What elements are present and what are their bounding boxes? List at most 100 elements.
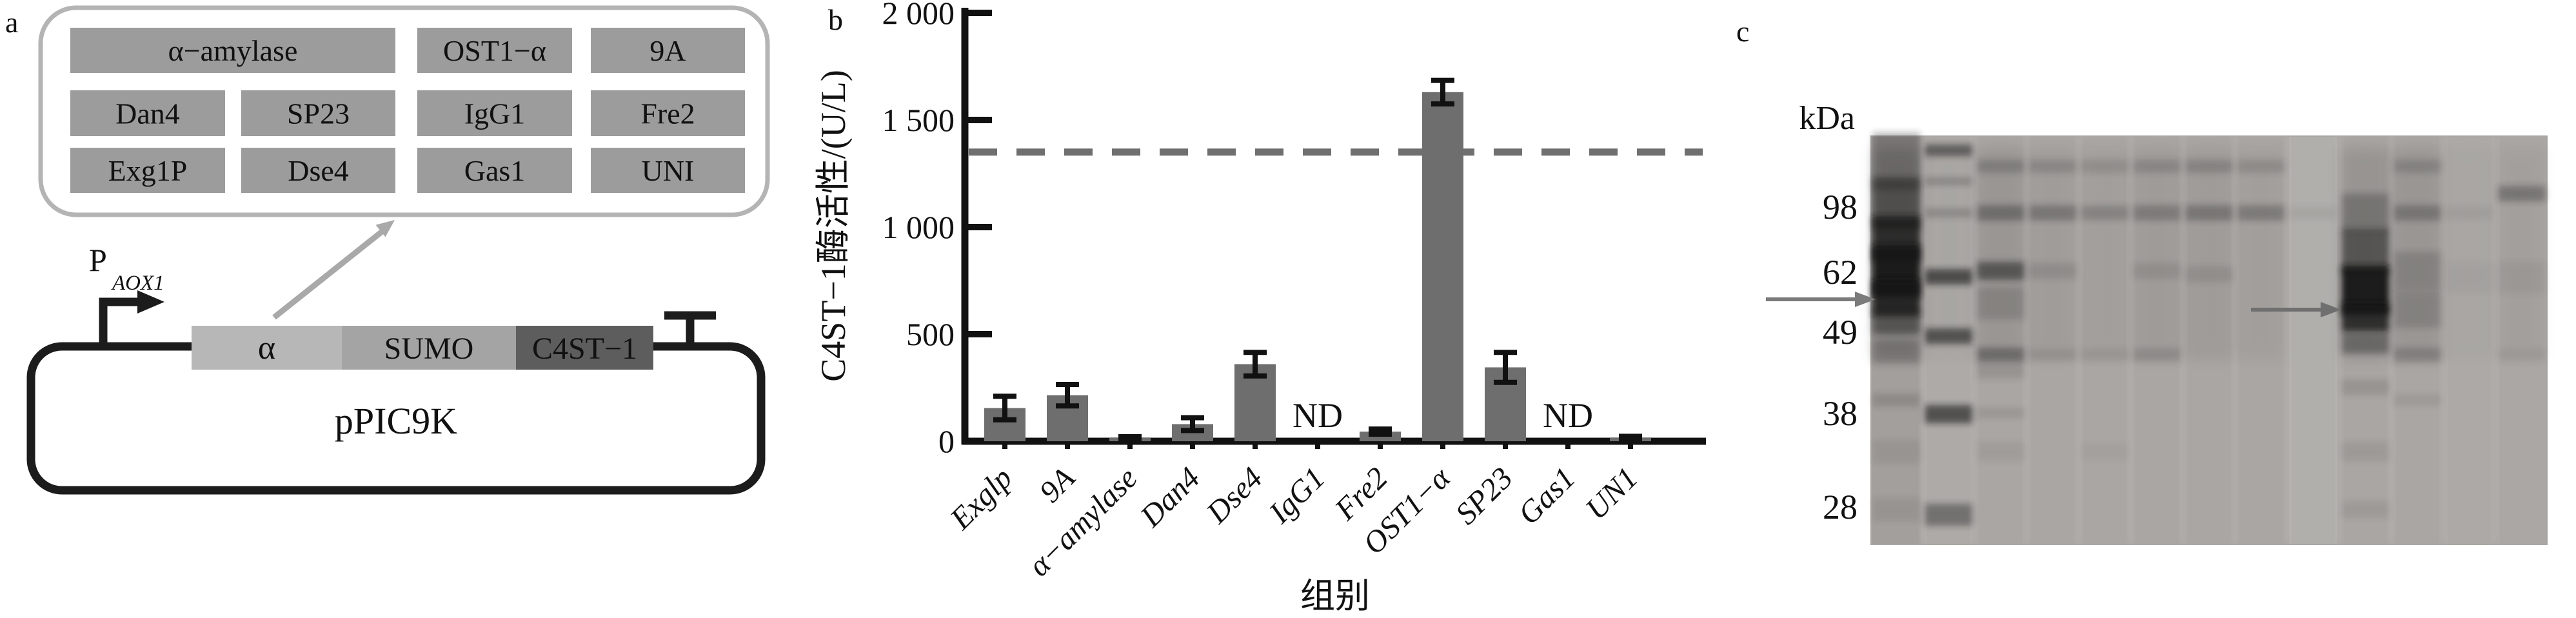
gel-band bbox=[2341, 333, 2390, 354]
gel-band bbox=[1925, 208, 1973, 217]
gel-band bbox=[1872, 394, 1921, 406]
gel-band bbox=[2133, 205, 2181, 221]
signal-peptide-box bbox=[241, 148, 395, 193]
gel-band bbox=[1925, 328, 1973, 344]
promoter-arrowhead-icon bbox=[137, 290, 164, 314]
gel-band bbox=[2081, 206, 2129, 220]
lane-separator bbox=[2441, 137, 2446, 544]
signal-peptide-library-box bbox=[38, 5, 770, 217]
signal-peptide-box bbox=[591, 90, 745, 136]
kda-marker-label: 28 bbox=[1823, 488, 1858, 526]
gel-band bbox=[2497, 349, 2546, 361]
signal-peptide-label: Exg1P bbox=[108, 154, 188, 187]
signal-peptide-label: 9A bbox=[649, 34, 686, 67]
gel-band bbox=[2185, 266, 2233, 282]
signal-peptide-label: IgG1 bbox=[464, 97, 526, 130]
gel-band bbox=[2289, 206, 2337, 219]
construct-segment-label: C4ST−1 bbox=[532, 332, 637, 366]
lane-smear bbox=[2132, 147, 2182, 360]
gel-band bbox=[1976, 442, 2025, 461]
lane-smear bbox=[2080, 147, 2130, 360]
gel-band bbox=[2446, 261, 2493, 294]
gel-band bbox=[2185, 160, 2233, 173]
kda-marker-label: 98 bbox=[1823, 188, 1858, 226]
lane-separator bbox=[2233, 137, 2237, 544]
panel-b-label: b bbox=[828, 3, 843, 36]
promoter-arrow bbox=[99, 297, 137, 350]
gel-band bbox=[1976, 287, 2025, 319]
library-pointer-arrow bbox=[272, 227, 386, 320]
x-category-label: UN1 bbox=[1579, 461, 1645, 526]
gel-band bbox=[2028, 205, 2077, 221]
gel-band bbox=[2341, 303, 2390, 332]
gel-band bbox=[1925, 269, 1973, 284]
y-tick-label: 1 000 bbox=[882, 209, 955, 245]
gel-band bbox=[2497, 186, 2546, 201]
construct-segment-label: SUMO bbox=[384, 332, 474, 366]
gel-band bbox=[1872, 440, 1921, 463]
gel-band bbox=[2393, 205, 2442, 221]
x-category-label: Dse4 bbox=[1200, 461, 1269, 530]
gel-band bbox=[1976, 408, 2025, 418]
gel-band bbox=[2028, 349, 2077, 361]
lane-smear bbox=[2028, 147, 2077, 360]
gel-band bbox=[2341, 442, 2390, 461]
x-category-label: Dan4 bbox=[1133, 461, 1207, 534]
lane-smear bbox=[2497, 147, 2546, 360]
gel-band bbox=[2081, 160, 2129, 173]
gel-band bbox=[1976, 160, 2025, 173]
gel-band bbox=[2393, 160, 2442, 173]
lane-separator bbox=[2389, 137, 2393, 544]
signal-peptide-box bbox=[591, 28, 745, 73]
signal-peptide-label: Fre2 bbox=[640, 97, 695, 130]
signal-peptide-label: α−amylase bbox=[168, 34, 298, 67]
signal-peptide-box bbox=[417, 28, 572, 73]
signal-peptide-label: Gas1 bbox=[464, 154, 526, 187]
lane-separator bbox=[2128, 137, 2133, 544]
gel-band bbox=[2341, 379, 2390, 395]
gel-band bbox=[2028, 160, 2077, 173]
gel-band bbox=[2445, 206, 2493, 219]
y-axis-title: C4ST−1酶活性/(U/L) bbox=[814, 70, 853, 381]
lane-smear bbox=[2185, 147, 2234, 360]
band-pointer-alpha-arrowhead-icon bbox=[1855, 292, 1876, 307]
gel-band bbox=[2028, 263, 2077, 279]
gel-band bbox=[2393, 348, 2442, 362]
signal-peptide-box bbox=[70, 148, 225, 193]
gel-band bbox=[1925, 504, 1973, 526]
construct-segment bbox=[342, 326, 516, 370]
gel-band bbox=[1976, 348, 2025, 362]
lane-separator bbox=[2025, 137, 2029, 544]
signal-peptide-label: OST1−α bbox=[443, 34, 546, 67]
library-pointer-arrowhead-icon bbox=[375, 220, 395, 237]
x-category-label: SP23 bbox=[1449, 461, 1520, 531]
gel-band bbox=[2133, 348, 2181, 361]
kda-marker-label: 49 bbox=[1823, 313, 1858, 352]
lane-separator bbox=[2285, 137, 2290, 544]
gel-band bbox=[2341, 501, 2390, 518]
gel-band bbox=[2133, 160, 2181, 173]
signal-peptide-label: SP23 bbox=[287, 97, 350, 130]
plasmid-name: pPIC9K bbox=[335, 400, 457, 442]
gel-band bbox=[1976, 363, 2025, 379]
nd-label: ND bbox=[1543, 396, 1593, 435]
panel-a-label: a bbox=[5, 6, 19, 39]
y-tick-label: 1 500 bbox=[882, 102, 955, 138]
gel-band bbox=[1872, 311, 1921, 334]
gel-band bbox=[1925, 405, 1973, 423]
gel-band bbox=[2237, 160, 2285, 173]
lane-separator bbox=[2337, 137, 2341, 544]
gel-band bbox=[1976, 262, 2025, 280]
x-axis-title: 组别 bbox=[1300, 577, 1370, 615]
lane-separator bbox=[2493, 137, 2498, 544]
signal-peptide-box bbox=[591, 148, 745, 193]
promoter-symbol: P bbox=[89, 242, 107, 278]
x-category-label: Exglp bbox=[943, 461, 1018, 536]
gel-band bbox=[2185, 205, 2233, 221]
signal-peptide-box bbox=[70, 28, 395, 73]
promoter-subscript: AOX1 bbox=[111, 272, 164, 295]
y-tick-label: 2 000 bbox=[882, 0, 955, 31]
lane-smear bbox=[2236, 147, 2286, 360]
